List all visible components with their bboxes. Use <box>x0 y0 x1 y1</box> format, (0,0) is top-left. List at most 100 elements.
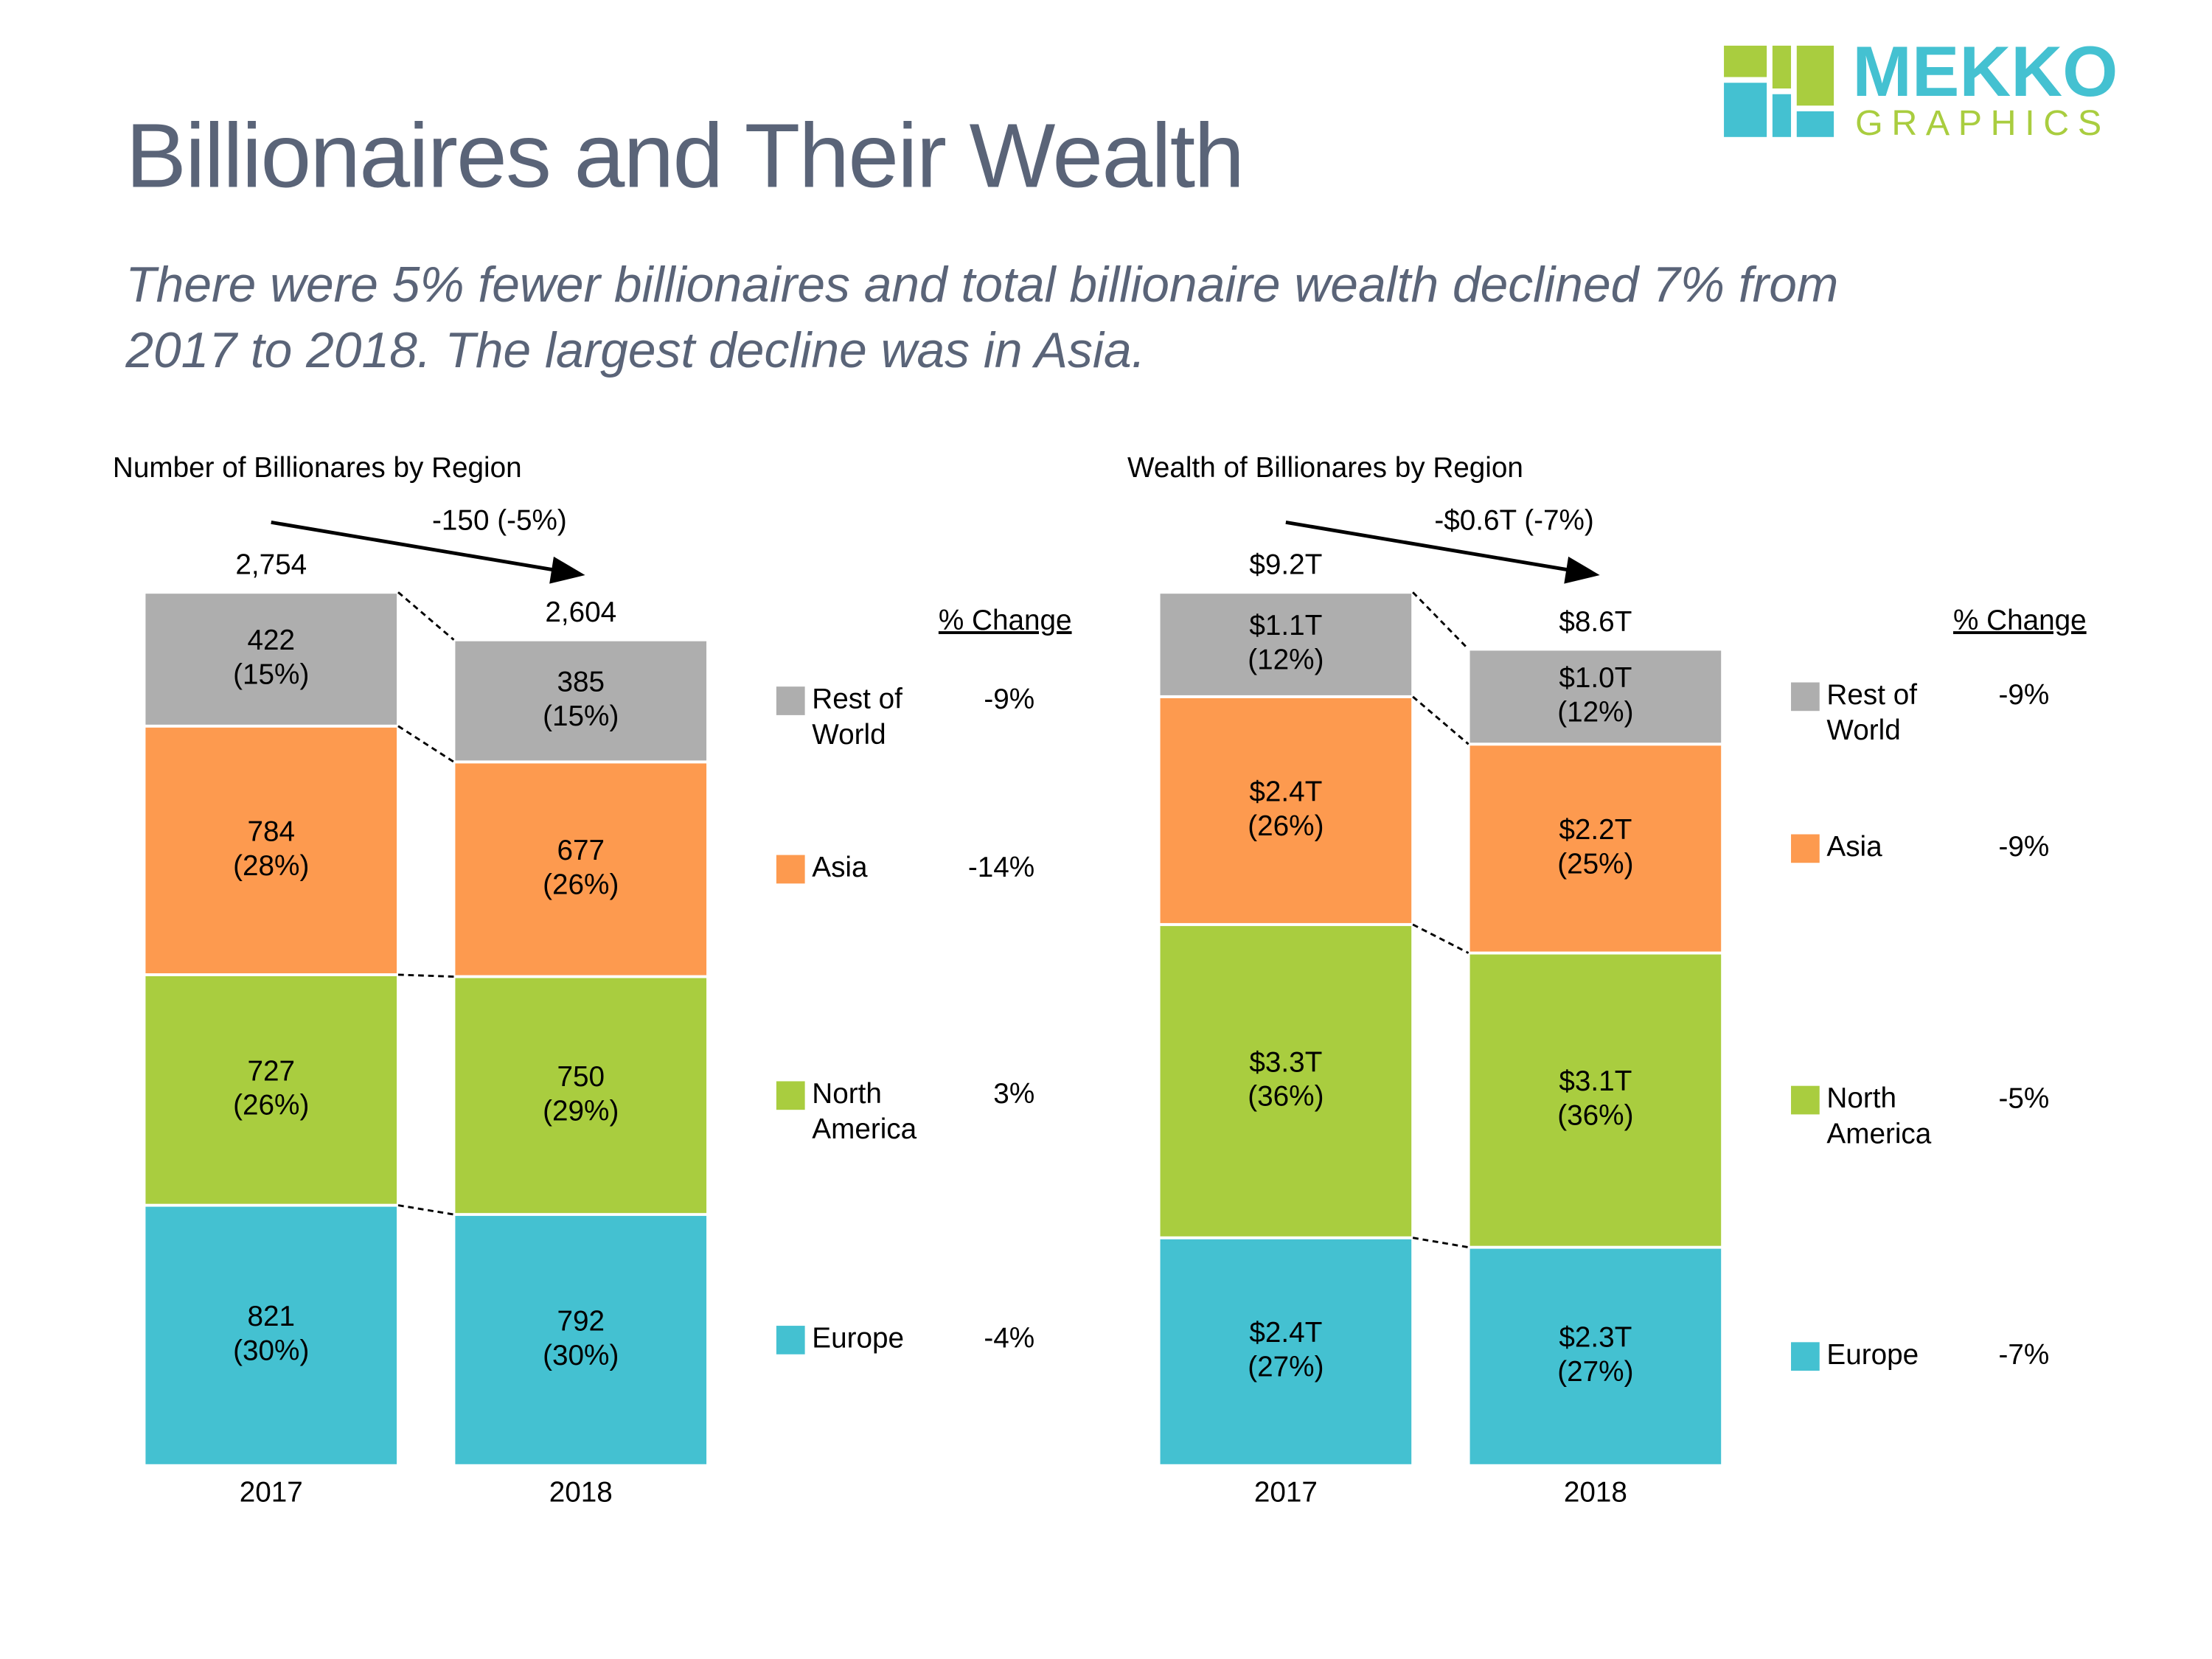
legend-label: North America <box>1826 1082 1931 1150</box>
page-title: Billionaires and Their Wealth <box>125 105 1243 206</box>
share-label: (12%) <box>1248 644 1324 675</box>
legend-swatch <box>776 855 805 884</box>
legend-label: North America <box>812 1078 917 1145</box>
x-tick-label: 2017 <box>1254 1477 1318 1509</box>
total-label: 2,604 <box>545 597 616 628</box>
share-label: (15%) <box>233 658 309 690</box>
logo-name: MEKKO <box>1852 31 2118 111</box>
value-label: 821 <box>247 1301 295 1332</box>
bar-segment <box>1467 951 1725 1249</box>
legend-line: North <box>1826 1082 1904 1114</box>
share-label: (26%) <box>233 1090 309 1121</box>
share-label: (36%) <box>1248 1081 1324 1113</box>
value-label: $3.3T <box>1249 1046 1322 1078</box>
arrow-head <box>549 556 585 584</box>
logo-block <box>1772 94 1792 137</box>
subtitle: There were 5% fewer billionaires and tot… <box>125 257 1838 313</box>
subtitle: 2017 to 2018. The largest decline was in… <box>125 323 1145 378</box>
bar-segment <box>1467 647 1725 746</box>
chart-title: Number of Billionares by Region <box>113 452 522 484</box>
share-label: (29%) <box>543 1095 619 1127</box>
legend-line: World <box>1826 714 1900 746</box>
total-label: $8.6T <box>1559 606 1632 638</box>
legend-label: Asia <box>812 852 868 883</box>
legend-swatch <box>776 686 805 715</box>
bar-segment <box>142 1203 400 1467</box>
bar-segment <box>452 1213 709 1467</box>
legend-swatch <box>776 1081 805 1110</box>
legend-swatch <box>776 1326 805 1354</box>
bar-segment <box>1157 1236 1415 1467</box>
total-label: $9.2T <box>1249 549 1322 581</box>
value-label: 750 <box>557 1061 605 1093</box>
value-label: 422 <box>247 625 295 656</box>
value-label: $2.4T <box>1249 1317 1322 1349</box>
legend-line: America <box>812 1113 917 1145</box>
value-label: 792 <box>557 1305 605 1337</box>
connector <box>1412 591 1470 650</box>
legend-swatch <box>1791 1085 1820 1115</box>
value-label: 784 <box>247 815 295 847</box>
legend-change: -4% <box>984 1323 1034 1354</box>
legend-change: -9% <box>984 684 1034 715</box>
value-label: $2.3T <box>1559 1322 1632 1354</box>
x-tick-label: 2018 <box>1564 1477 1627 1509</box>
x-tick-label: 2017 <box>240 1477 303 1509</box>
connector <box>1412 695 1470 745</box>
share-label: (27%) <box>1248 1352 1324 1383</box>
share-label: (12%) <box>1557 696 1633 728</box>
legend-header: % Change <box>939 605 1072 636</box>
share-label: (27%) <box>1557 1356 1633 1388</box>
change-annotation: -150 (-5%) <box>432 505 567 537</box>
legend-swatch <box>1791 1342 1820 1371</box>
legend-header: % Change <box>1953 605 2087 636</box>
bar-segment <box>452 638 709 764</box>
change-arrow <box>1285 521 1575 573</box>
bar-segment <box>1467 1245 1725 1467</box>
share-label: (30%) <box>233 1335 309 1367</box>
legend-label: Europe <box>812 1323 904 1354</box>
share-label: (26%) <box>543 869 619 900</box>
legend-line: World <box>812 719 886 751</box>
legend-label: Rest of World <box>812 684 910 751</box>
legend-change: -5% <box>1999 1082 2050 1114</box>
chart-title: Wealth of Billionares by Region <box>1127 452 1523 484</box>
legend-change: -14% <box>968 852 1034 883</box>
logo-block <box>1724 83 1767 137</box>
legend-label: Rest of World <box>1826 679 1924 746</box>
value-label: $2.2T <box>1559 814 1632 846</box>
bar-segment <box>1467 742 1725 955</box>
value-label: 385 <box>557 667 605 698</box>
bar-segment <box>452 975 709 1217</box>
legend-line: America <box>1826 1119 1931 1150</box>
bar-segment <box>142 724 400 976</box>
logo-block <box>1796 45 1834 106</box>
connector <box>397 591 455 641</box>
value-label: $3.1T <box>1559 1065 1632 1097</box>
legend-swatch <box>1791 834 1820 863</box>
legend-label: Asia <box>1826 831 1882 863</box>
bar-segment <box>1157 591 1415 698</box>
share-label: (26%) <box>1248 810 1324 842</box>
legend-change: -7% <box>1999 1339 2050 1371</box>
logo: MEKKO GRAPHICS <box>1724 31 2118 143</box>
share-label: (28%) <box>233 850 309 882</box>
legend-line: Rest of <box>812 684 910 715</box>
share-label: (25%) <box>1557 848 1633 880</box>
value-label: $1.1T <box>1249 610 1322 641</box>
connector <box>1412 923 1470 954</box>
legend-line: North <box>812 1078 889 1110</box>
bar-segment <box>1157 695 1415 926</box>
value-label: 677 <box>557 835 605 866</box>
change-annotation: -$0.6T (-7%) <box>1434 505 1593 537</box>
legend-change: -9% <box>1999 831 2050 863</box>
total-label: 2,754 <box>235 549 307 581</box>
value-label: $2.4T <box>1249 776 1322 807</box>
logo-tagline: GRAPHICS <box>1855 103 2110 143</box>
value-label: $1.0T <box>1559 662 1632 694</box>
share-label: (15%) <box>543 700 619 732</box>
legend-change: 3% <box>993 1078 1034 1110</box>
bar-segment <box>1157 922 1415 1239</box>
